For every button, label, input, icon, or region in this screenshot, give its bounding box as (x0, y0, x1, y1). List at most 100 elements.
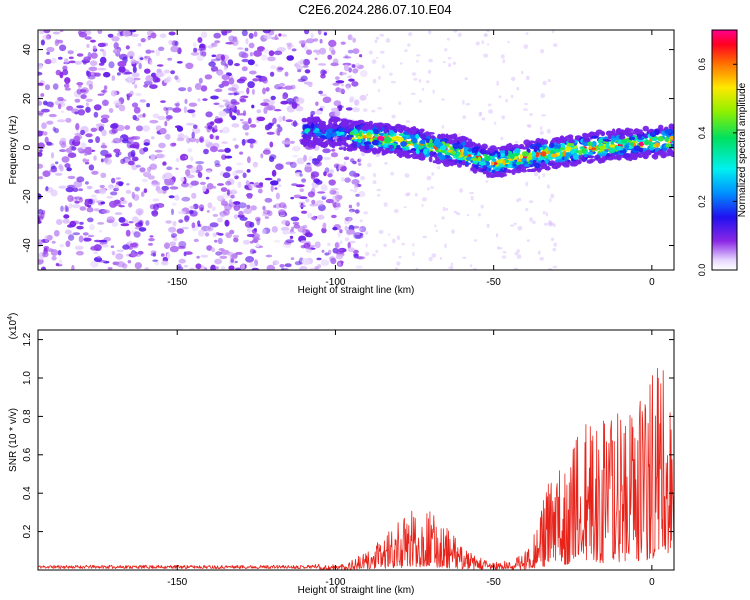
heatmap-cell (188, 267, 195, 270)
heatmap-cell (338, 123, 343, 126)
heatmap-cell (195, 161, 205, 165)
heatmap-cell (99, 56, 107, 64)
heatmap-cell (237, 90, 245, 94)
heatmap-cell (605, 143, 610, 149)
y-tick-label: 40 (22, 44, 33, 56)
heatmap-cell (124, 71, 133, 75)
heatmap-cell (39, 30, 45, 35)
heatmap-cell (128, 240, 133, 244)
heatmap-cell (199, 43, 207, 51)
heatmap-cell (125, 76, 135, 84)
heatmap-cell (165, 107, 174, 111)
heatmap-cell (264, 197, 273, 203)
heatmap-cell (233, 237, 239, 243)
heatmap-cell (64, 163, 71, 169)
heatmap-cell (294, 261, 302, 266)
heatmap-cell (181, 182, 189, 188)
heatmap-cell (190, 52, 200, 56)
heatmap-cell (125, 45, 130, 50)
heatmap-cell (273, 239, 281, 243)
heatmap-cell (334, 194, 343, 201)
heatmap-cell (543, 222, 548, 226)
heatmap-cell (188, 137, 197, 143)
heatmap-cell (148, 243, 153, 246)
heatmap-cell (289, 161, 297, 169)
heatmap-cell (104, 154, 112, 158)
heatmap-cell (221, 80, 230, 87)
heatmap-cell (658, 124, 664, 131)
heatmap-cell (344, 177, 351, 183)
heatmap-cell (349, 189, 354, 192)
heatmap-cell (260, 153, 264, 159)
heatmap-cell (335, 76, 340, 80)
heatmap-cell (622, 148, 627, 155)
heatmap-cell (214, 163, 221, 168)
heatmap-cell (111, 140, 118, 144)
heatmap-cell (221, 141, 229, 145)
heatmap-cell (495, 233, 499, 238)
heatmap-cell (266, 131, 275, 135)
heatmap-cell (237, 181, 242, 188)
heatmap-cell (286, 55, 295, 61)
heatmap-cell (225, 232, 230, 237)
heatmap-cell (332, 247, 339, 254)
heatmap-cell (172, 202, 177, 206)
heatmap-cell (58, 40, 63, 44)
heatmap-cell (481, 143, 488, 150)
spectrogram-x-ticks: -150 -100 -50 0 (167, 30, 655, 288)
heatmap-cell (125, 229, 131, 237)
heatmap-cell (542, 211, 546, 215)
heatmap-cell (62, 69, 69, 76)
heatmap-cell (145, 49, 152, 54)
heatmap-cell (363, 211, 369, 215)
heatmap-cell (322, 96, 332, 104)
heatmap-cell (161, 185, 169, 191)
heatmap-cell (431, 172, 435, 176)
heatmap-cell (144, 171, 151, 176)
heatmap-cell (261, 54, 268, 61)
heatmap-cell (40, 93, 45, 97)
heatmap-cell (329, 189, 337, 195)
heatmap-cell (298, 40, 308, 45)
heatmap-cell (304, 69, 311, 74)
heatmap-cell (247, 117, 252, 125)
heatmap-cell (196, 164, 203, 172)
heatmap-cell (107, 33, 114, 38)
heatmap-cell (564, 156, 568, 161)
heatmap-cell (343, 161, 347, 166)
heatmap-cell (664, 136, 669, 143)
heatmap-cell (524, 102, 528, 106)
heatmap-cell (101, 99, 109, 107)
heatmap-cell (84, 161, 90, 165)
heatmap-cell (312, 130, 318, 134)
heatmap-cell (290, 216, 300, 222)
heatmap-cell (158, 142, 166, 149)
heatmap-cell (72, 232, 81, 236)
heatmap-cell (292, 221, 300, 225)
heatmap-cell (99, 239, 108, 243)
heatmap-cell (291, 101, 298, 109)
heatmap-cell (38, 258, 44, 265)
heatmap-cell (617, 129, 624, 133)
heatmap-cell (554, 164, 559, 170)
heatmap-cell (582, 132, 588, 137)
heatmap-cell (287, 231, 296, 234)
colorbar-tick-label: 0.2 (697, 195, 707, 208)
heatmap-cell (184, 215, 190, 223)
heatmap-cell (131, 102, 139, 108)
heatmap-cell (390, 80, 396, 84)
heatmap-cell (329, 45, 335, 53)
heatmap-cell (341, 177, 345, 182)
heatmap-cell (425, 80, 430, 83)
heatmap-cell (292, 145, 301, 152)
heatmap-cell (396, 235, 400, 241)
heatmap-cell (418, 79, 422, 83)
heatmap-cell (85, 98, 93, 103)
heatmap-cell (241, 138, 246, 146)
colorbar-ticks: 0.0 0.2 0.4 0.6 (697, 58, 737, 276)
heatmap-cell (85, 106, 91, 113)
heatmap-cell (320, 93, 327, 97)
heatmap-cell (372, 78, 377, 84)
heatmap-cell (224, 155, 233, 159)
heatmap-cell (268, 99, 275, 106)
